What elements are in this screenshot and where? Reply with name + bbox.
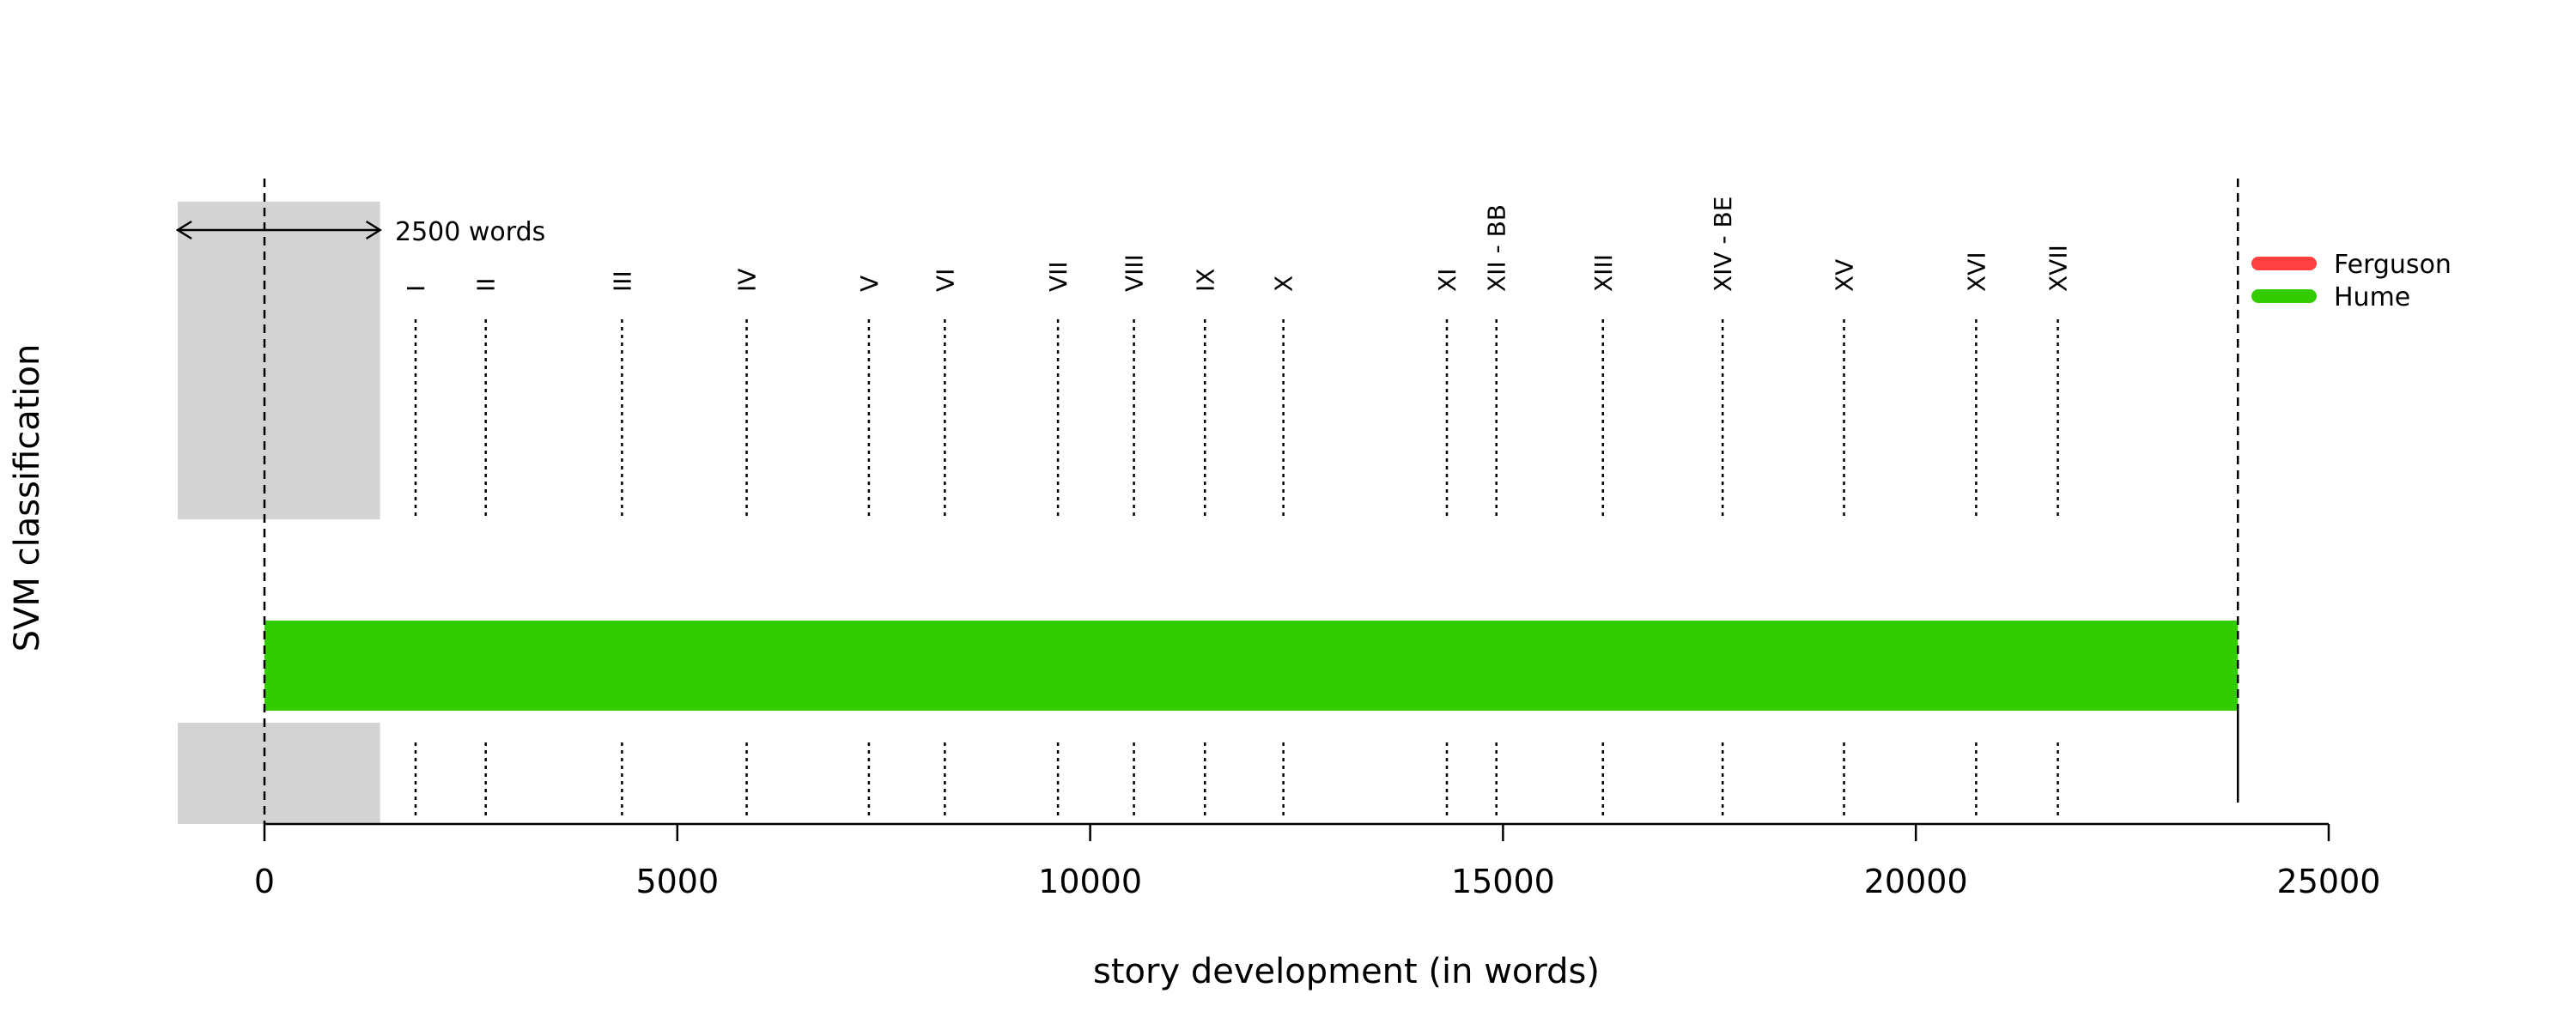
chapter-label-8: VIII [1121, 254, 1149, 292]
classification-segment-1 [264, 621, 2239, 711]
chapter-label-5: V [855, 276, 884, 292]
chapter-label-13: XIII [1589, 254, 1618, 292]
window-width-label: 2500 words [395, 217, 545, 247]
x-tick-label-6: 25000 [2277, 863, 2381, 900]
y-axis-title: SVM classification [8, 344, 47, 652]
window-annotation: 2500 words [175, 217, 545, 247]
chapter-label-3: III [608, 270, 636, 292]
chapter-label-10: X [1270, 276, 1298, 292]
chapter-layer: I II III IV V VI VII VIII IX X XI XII - BB XIII XIV -… [402, 197, 2073, 815]
chapter-label-7: VII [1044, 261, 1072, 292]
chapter-label-16: XVI [1962, 251, 1990, 292]
chapter-label-6: VI [931, 269, 959, 292]
bar-layer [263, 179, 2239, 824]
x-tick-label-2: 5000 [635, 863, 719, 900]
x-axis: 0 5000 10000 15000 20000 25000 [254, 822, 2381, 900]
chapter-label-9: IX [1191, 269, 1219, 292]
chapter-label-11: XI [1433, 269, 1461, 292]
chapter-label-15: XV [1831, 259, 1859, 292]
x-tick-label-1: 0 [254, 863, 275, 900]
x-tick-label-5: 20000 [1864, 863, 1968, 900]
window-box-top [178, 202, 380, 519]
legend-label-hume: Hume [2334, 282, 2410, 312]
chapter-label-14: XIV - BE [1709, 197, 1737, 292]
window-arrow-right-head [365, 220, 382, 240]
legend-label-ferguson: Ferguson [2334, 250, 2451, 280]
window-layer [178, 202, 380, 824]
x-axis-title: story development (in words) [1093, 952, 1600, 991]
x-tick-label-4: 15000 [1451, 863, 1555, 900]
window-arrow-left-head [175, 220, 192, 240]
chapter-label-17: XVII [2044, 245, 2073, 292]
chapter-label-4: IV [733, 269, 762, 292]
chapter-label-2: II [472, 277, 501, 292]
chapter-label-12: XII - BB [1483, 204, 1511, 292]
x-tick-label-3: 10000 [1038, 863, 1142, 900]
window-box-bottom [178, 723, 380, 824]
chapter-label-1: I [402, 285, 430, 292]
